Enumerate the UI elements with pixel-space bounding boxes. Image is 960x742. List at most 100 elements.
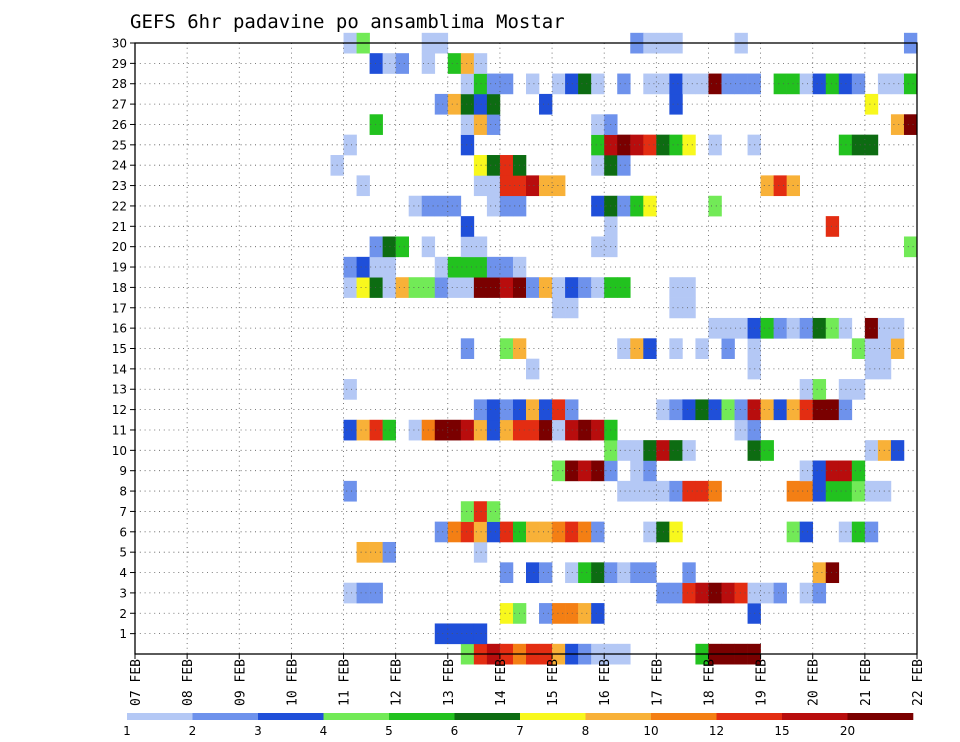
heatmap-cell xyxy=(682,134,696,156)
heatmap-cell xyxy=(395,53,409,74)
heatmap-cell xyxy=(460,73,475,95)
heatmap-cell xyxy=(460,236,475,258)
heatmap-cell xyxy=(552,603,566,624)
legend-swatch xyxy=(389,713,455,720)
legend-label: 2 xyxy=(189,724,197,738)
heatmap-cell xyxy=(799,399,814,421)
heatmap-cell xyxy=(591,236,605,258)
heatmap-cell xyxy=(499,195,514,217)
heatmap-cell xyxy=(851,379,866,400)
heatmap-cell xyxy=(565,277,579,298)
heatmap-cell xyxy=(578,419,592,441)
heatmap-cell xyxy=(447,623,462,645)
heatmap-cell xyxy=(552,175,566,197)
heatmap-cell xyxy=(499,419,514,441)
heatmap-cell xyxy=(799,460,814,482)
heatmap-cell xyxy=(343,134,357,156)
heatmap-cell xyxy=(499,562,514,584)
heatmap-cell xyxy=(825,562,840,584)
heatmap-cell xyxy=(578,521,592,543)
heatmap-cell xyxy=(356,175,370,197)
heatmap-cell xyxy=(460,114,475,135)
x-tick-label: 13 FEB xyxy=(442,659,457,706)
heatmap-cell xyxy=(773,582,787,604)
y-tick-label: 17 xyxy=(112,301,127,315)
heatmap-cell xyxy=(565,603,579,624)
heatmap-cell xyxy=(591,460,605,482)
heatmap-cell xyxy=(773,73,787,95)
heatmap-cell xyxy=(356,419,370,441)
heatmap-cell xyxy=(395,277,409,298)
heatmap-cell xyxy=(460,521,475,543)
legend-label: 8 xyxy=(582,724,590,738)
heatmap-cell xyxy=(382,419,396,441)
heatmap-cell xyxy=(591,603,605,624)
heatmap-cell xyxy=(851,338,866,359)
heatmap-cell xyxy=(526,562,540,584)
heatmap-cell xyxy=(656,582,670,604)
heatmap-cell xyxy=(499,338,514,359)
heatmap-cell xyxy=(643,460,657,482)
legend-swatch xyxy=(127,713,193,720)
heatmap-cell xyxy=(682,73,696,95)
legend-label: 1 xyxy=(123,724,131,738)
x-tick-label: 10 FEB xyxy=(285,659,300,706)
heatmap-cell xyxy=(552,460,566,482)
heatmap-cell xyxy=(552,297,566,319)
heatmap-cell xyxy=(708,399,722,421)
chart-title: GEFS 6hr padavine po ansamblima Mostar xyxy=(130,11,565,33)
heatmap-cell xyxy=(460,53,475,74)
y-tick-label: 2 xyxy=(119,607,127,621)
heatmap-cell xyxy=(630,562,644,584)
heatmap-cell xyxy=(473,623,488,645)
heatmap-cell xyxy=(578,460,592,482)
x-tick-label: 16 FEB xyxy=(598,659,613,706)
x-tick-label: 15 FEB xyxy=(546,659,561,706)
heatmap-cell xyxy=(656,134,670,156)
heatmap-cell xyxy=(486,195,501,217)
heatmap-cell xyxy=(851,460,866,482)
heatmap-cell xyxy=(578,562,592,584)
heatmap-cell xyxy=(812,379,827,400)
heatmap-cell xyxy=(356,256,370,278)
heatmap-cell xyxy=(499,399,514,421)
heatmap-cell xyxy=(447,256,462,278)
heatmap-cell xyxy=(382,256,396,278)
heatmap-cell xyxy=(760,175,774,197)
heatmap-cell xyxy=(617,277,631,298)
heatmap-cell xyxy=(369,53,383,74)
heatmap-cell xyxy=(734,317,748,339)
heatmap-cell xyxy=(565,562,579,584)
heatmap-cell xyxy=(499,155,514,176)
heatmap-cell xyxy=(656,521,670,543)
heatmap-cell xyxy=(669,440,683,461)
heatmap-cell xyxy=(812,480,827,502)
legend-swatch xyxy=(454,713,521,720)
y-tick-label: 29 xyxy=(112,57,127,71)
heatmap-cell xyxy=(526,358,540,380)
heatmap-cell xyxy=(552,419,566,441)
y-tick-label: 10 xyxy=(112,444,127,458)
heatmap-cell xyxy=(499,277,514,298)
heatmap-cell xyxy=(799,317,814,339)
heatmap-cell xyxy=(591,521,605,543)
heatmap-cell xyxy=(369,582,383,604)
heatmap-cell xyxy=(434,256,449,278)
heatmap-cell xyxy=(773,175,787,197)
heatmap-cell xyxy=(864,358,879,380)
heatmap-cell xyxy=(473,236,488,258)
heatmap-cell xyxy=(708,195,722,217)
legend-label: 15 xyxy=(774,724,789,738)
y-tick-label: 25 xyxy=(112,138,127,152)
heatmap-cell xyxy=(591,73,605,95)
heatmap-cell xyxy=(486,277,501,298)
heatmap-cell xyxy=(473,73,488,95)
heatmap-cell xyxy=(369,114,383,135)
heatmap-cell xyxy=(903,73,918,95)
heatmap-cell xyxy=(369,256,383,278)
heatmap-cell xyxy=(565,521,579,543)
heatmap-cell xyxy=(460,338,475,359)
x-tick-label: 21 FEB xyxy=(859,659,874,706)
heatmap-cell xyxy=(708,134,722,156)
